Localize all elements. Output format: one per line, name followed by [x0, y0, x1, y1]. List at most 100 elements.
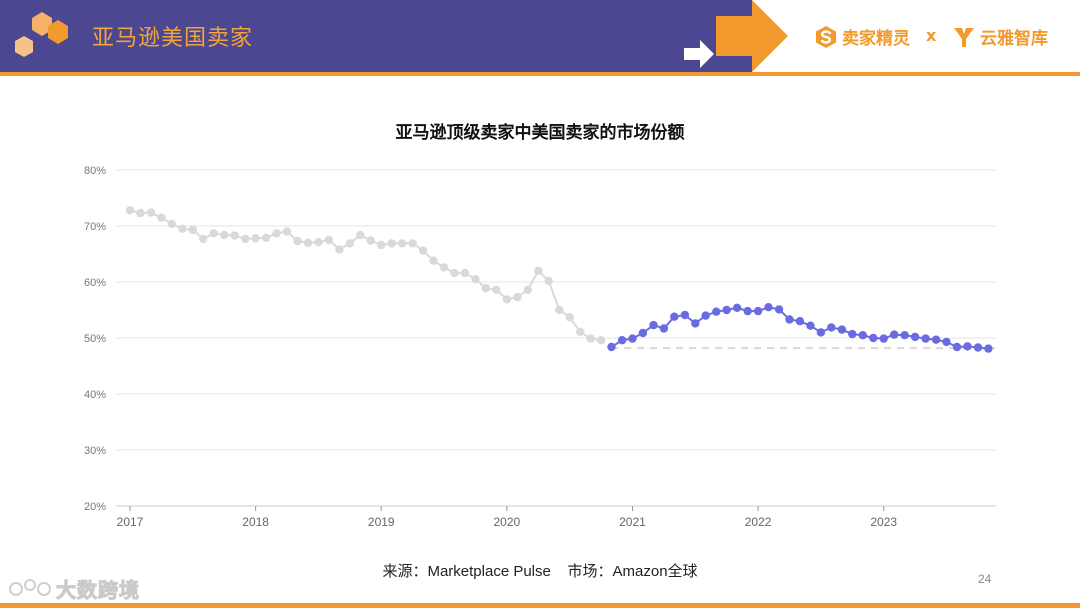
page-number: 24: [978, 572, 992, 586]
data-point: [900, 331, 909, 340]
data-point: [523, 285, 532, 294]
data-point: [471, 275, 480, 284]
data-point: [858, 331, 867, 340]
logo-cubes-icon: [15, 12, 68, 57]
data-point: [188, 225, 197, 235]
y-tick-label: 20%: [84, 501, 106, 513]
data-point: [366, 236, 375, 245]
data-point: [481, 284, 491, 293]
data-point: [617, 336, 627, 345]
x-tick-label: 2018: [242, 515, 269, 529]
data-point: [732, 303, 742, 312]
data-point: [691, 319, 700, 328]
data-point: [398, 239, 407, 248]
data-point: [931, 335, 941, 344]
y-tick-label: 50%: [84, 333, 106, 345]
data-point: [513, 292, 522, 302]
data-point: [125, 206, 135, 215]
data-point: [335, 245, 344, 254]
data-point: [827, 323, 836, 332]
data-point: [555, 305, 564, 315]
data-point: [387, 239, 396, 248]
data-point: [722, 305, 731, 315]
data-point: [973, 343, 983, 352]
data-point: [712, 307, 721, 316]
x-tick-label: 2022: [745, 515, 772, 529]
data-point: [544, 276, 553, 286]
sellersprite-logo-icon: [816, 25, 836, 48]
data-point: [136, 208, 145, 218]
data-point: [345, 239, 354, 248]
data-point: [439, 263, 449, 272]
data-point: [890, 330, 899, 339]
data-point: [408, 239, 417, 248]
data-point: [241, 234, 250, 244]
data-point: [157, 213, 166, 222]
data-point: [607, 342, 616, 352]
data-point: [492, 285, 501, 294]
brand-yunya-text: 云雅智库: [980, 29, 1048, 49]
data-point: [575, 327, 585, 336]
chart-title: 亚马逊顶级卖家中美国卖家的市场份额: [395, 123, 685, 143]
data-point: [586, 334, 595, 343]
data-point: [984, 344, 993, 353]
y-tick-label: 60%: [84, 277, 106, 289]
data-point: [837, 325, 847, 334]
data-point: [670, 312, 679, 321]
brand-sellersprite-text: 卖家精灵: [842, 29, 910, 49]
data-point: [680, 310, 690, 320]
data-point: [377, 240, 386, 250]
series-line: [129, 209, 602, 342]
data-point: [261, 233, 271, 242]
header-bar: 亚马逊美国卖家 卖家精灵 x 云雅智库: [0, 0, 1080, 72]
data-point: [628, 334, 637, 343]
data-point: [209, 229, 218, 238]
header-divider: [0, 72, 1080, 76]
data-point: [251, 234, 260, 243]
data-point: [303, 238, 313, 247]
data-point: [743, 306, 752, 316]
page-title: 亚马逊美国卖家: [92, 26, 254, 51]
data-point: [879, 334, 888, 343]
x-tick-label: 2023: [870, 515, 897, 529]
data-point: [220, 230, 229, 240]
brand-separator: x: [926, 26, 937, 45]
x-tick-label: 2020: [494, 515, 521, 529]
data-point: [921, 334, 930, 343]
data-point: [429, 256, 438, 265]
data-point: [230, 231, 239, 240]
data-point: [910, 332, 920, 342]
data-point: [324, 235, 334, 245]
data-point: [565, 313, 574, 322]
data-point: [649, 320, 658, 330]
y-tick-label: 80%: [84, 165, 106, 177]
data-point: [282, 227, 292, 236]
data-point: [460, 268, 470, 278]
data-point: [942, 337, 951, 347]
data-point: [502, 295, 512, 304]
x-tick-label: 2021: [619, 515, 646, 529]
x-tick-label: 2019: [368, 515, 395, 529]
data-point: [659, 324, 669, 333]
data-point: [272, 229, 281, 238]
data-point: [356, 230, 365, 240]
data-point: [701, 311, 710, 320]
y-tick-label: 70%: [84, 221, 106, 233]
data-point: [596, 336, 606, 345]
data-point: [418, 246, 428, 255]
data-point: [146, 208, 156, 217]
x-tick-label: 2017: [117, 515, 144, 529]
data-point: [795, 317, 805, 326]
y-tick-label: 30%: [84, 445, 106, 457]
data-point: [753, 306, 763, 316]
watermark-logo-icon: [9, 578, 51, 596]
data-point: [774, 305, 784, 314]
source-caption: 来源：Marketplace Pulse 市场：Amazon全球: [382, 563, 698, 580]
data-point: [764, 303, 773, 312]
footer-divider: [0, 603, 1080, 608]
data-point: [450, 268, 459, 278]
data-point: [167, 219, 176, 228]
data-point: [806, 321, 815, 330]
data-point: [534, 266, 543, 275]
data-point: [963, 342, 972, 351]
